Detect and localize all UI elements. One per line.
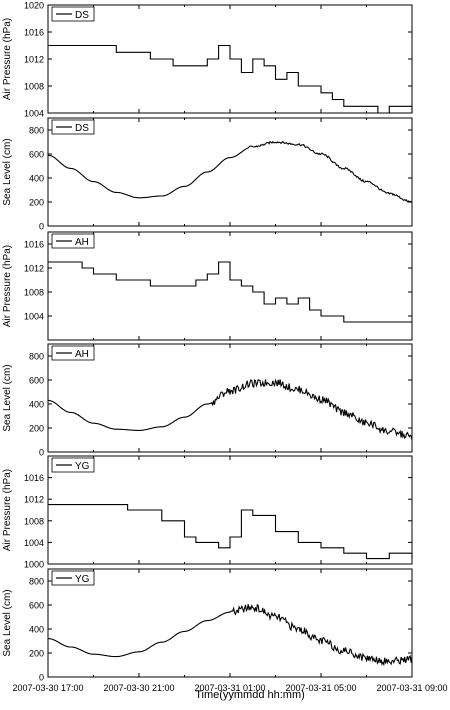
legend-box xyxy=(51,570,95,586)
legend-box xyxy=(51,233,95,249)
y-tick-label: 400 xyxy=(29,625,44,635)
y-tick-label: 1020 xyxy=(24,1,44,11)
y-axis-label: Air Pressure (hPa) xyxy=(2,245,13,327)
y-tick-label: 800 xyxy=(29,352,44,362)
y-tick-label: 0 xyxy=(39,448,44,458)
x-tick-labels: 2007-03-30 17:00 2007-03-30 21:00 2007-03-… xyxy=(12,683,447,693)
y-tick-label: 1004 xyxy=(24,312,44,322)
y-tick-label: 1012 xyxy=(24,55,44,65)
legend: YG xyxy=(51,570,95,586)
y-tick-label: 1008 xyxy=(24,82,44,92)
panel-5: 1000 1004 1008 1012 1016 Air Pressure (hPa) YG xyxy=(2,455,413,570)
y-tick-label: 1004 xyxy=(24,538,44,548)
y-tick-label: 1008 xyxy=(24,288,44,298)
series-line xyxy=(48,378,413,441)
y-tick-label: 600 xyxy=(29,150,44,160)
y-tick-label: 200 xyxy=(29,424,44,434)
y-tick-label: 600 xyxy=(29,376,44,386)
legend-label: YG xyxy=(75,574,90,585)
panel-1: 1004 1008 1012 1016 1020 Air Pressure (hPa) DS xyxy=(2,1,413,119)
series-line xyxy=(48,603,413,667)
legend-label: AH xyxy=(75,237,89,248)
y-axis-label: Sea Level (cm) xyxy=(2,589,13,656)
x-tick-label: 2007-03-30 17:00 xyxy=(12,683,83,693)
y-tick-label: 1016 xyxy=(24,28,44,38)
y-axis-label: Air Pressure (hPa) xyxy=(2,18,13,100)
y-axis-label: Sea Level (cm) xyxy=(2,364,13,431)
y-tick-label: 1008 xyxy=(24,516,44,526)
chart-panels: 1004 1008 1012 1016 1020 Air Pressure (hPa) DS… xyxy=(2,1,413,683)
y-tick-label: 0 xyxy=(39,673,44,683)
x-tick-label: 2007-03-31 09:00 xyxy=(376,683,447,693)
series-line xyxy=(47,140,413,203)
legend-label: DS xyxy=(75,123,89,134)
legend-label: AH xyxy=(75,349,89,360)
y-tick-label: 1000 xyxy=(24,560,44,570)
y-tick-label: 800 xyxy=(29,577,44,587)
legend: AH xyxy=(51,233,95,249)
y-tick-label: 1016 xyxy=(24,473,44,483)
legend: AH xyxy=(51,345,95,361)
y-tick-label: 1016 xyxy=(24,240,44,250)
legend-box xyxy=(51,6,95,22)
x-tick-label: 2007-03-30 21:00 xyxy=(103,683,174,693)
panel-4: 0 200 400 600 800 Sea Level (cm) AH xyxy=(2,343,413,458)
y-tick-label: 400 xyxy=(29,400,44,410)
y-tick-label: 1012 xyxy=(24,264,44,274)
series-line xyxy=(48,261,412,323)
panel-6: 0 200 400 600 800 Sea Level (cm) YG xyxy=(2,568,413,683)
legend-label: YG xyxy=(75,461,90,472)
x-axis-label: Time(yymmdd hh:mm) xyxy=(195,689,305,701)
legend-box xyxy=(51,119,95,135)
y-tick-label: 1012 xyxy=(24,495,44,505)
series-line xyxy=(48,44,413,114)
legend: YG xyxy=(51,457,95,473)
legend: DS xyxy=(51,6,95,22)
legend-label: DS xyxy=(75,10,89,21)
legend: DS xyxy=(51,119,95,135)
plot-frame xyxy=(47,568,413,678)
y-axis-label: Air Pressure (hPa) xyxy=(2,469,13,551)
plot-frame xyxy=(47,231,413,341)
y-tick-label: 200 xyxy=(29,649,44,659)
y-tick-label: 200 xyxy=(29,198,44,208)
legend-box xyxy=(51,457,95,473)
y-axis-label: Sea Level (cm) xyxy=(2,138,13,205)
x-tick-label: 2007-03-31 01:00 xyxy=(194,683,265,693)
legend-box xyxy=(51,345,95,361)
x-tick-label: 2007-03-31 05:00 xyxy=(285,683,356,693)
y-tick-label: 0 xyxy=(39,222,44,232)
y-tick-label: 1004 xyxy=(24,109,44,119)
panel-2: 0 200 400 600 800 Sea Level (cm) DS xyxy=(2,117,413,232)
y-tick-label: 800 xyxy=(29,126,44,136)
series-line xyxy=(48,504,413,560)
y-tick-label: 400 xyxy=(29,174,44,184)
plot-frame xyxy=(47,343,413,453)
y-tick-label: 600 xyxy=(29,601,44,611)
panel-3: 1004 1008 1012 1016 Air Pressure (hPa) AH xyxy=(2,231,413,341)
plot-frame xyxy=(47,117,413,227)
